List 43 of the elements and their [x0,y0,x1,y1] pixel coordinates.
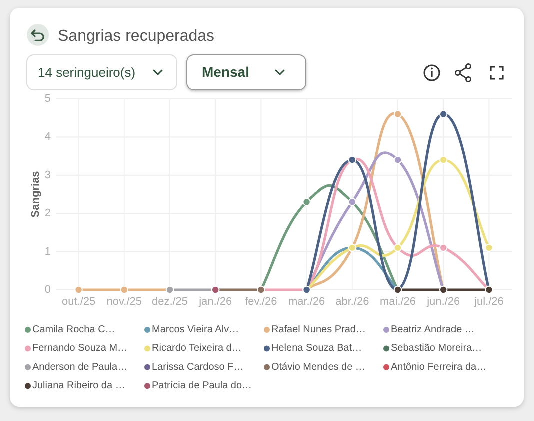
x-tick-label: mai./26 [380,296,416,308]
x-tick-label: fev./26 [245,296,278,308]
y-tick-label: 1 [44,246,51,258]
text: 14 seringueiro(s) [38,65,136,80]
legend-label: Juliana Ribeiro da … [32,380,126,392]
legend-label: Fernando Souza M… [32,343,128,354]
x-tick-label: abr./26 [336,296,370,308]
legend-label: Anderson de Paula… [32,362,128,373]
y-tick-label: 5 [44,93,51,105]
legend-label: Ricardo Teixeira d… [152,343,242,354]
legend-label: Marcos Vieira Alv… [152,324,240,336]
point [394,110,402,118]
chart-title: Sangrias recuperadas [58,28,215,45]
x-tick-label: out./25 [62,296,96,308]
legend-label: Antônio Ferreira da… [391,362,487,373]
x-tick-label: nov./25 [106,296,142,308]
point [440,110,448,118]
legend-label: Larissa Cardoso F… [152,362,244,373]
y-tick-label: 2 [44,208,51,220]
point [440,156,448,164]
y-tick-label: 4 [44,131,51,144]
point [440,244,448,252]
legend-label: Helena Souza Bat… [272,343,362,354]
legend-label: Rafael Nunes Prad… [272,324,366,336]
point [485,244,494,252]
text: Mensal [202,64,250,80]
point [302,198,311,206]
x-tick-label: jul./26 [474,296,504,308]
y-tick-label: 0 [44,284,51,296]
legend-label: Camila Rocha C… [32,324,116,336]
legend-label: Sebastião Moreira… [391,343,482,354]
legend-label: Patrícia de Paula do… [152,380,252,392]
x-tick-label: jun./26 [426,296,460,308]
legend-label: Beatriz Andrade … [391,324,475,336]
x-tick-label: mar./26 [288,296,326,308]
point [394,156,402,164]
legend-label: Otávio Mendes de … [272,362,366,373]
y-tick-label: 3 [44,169,51,182]
x-tick-label: dez./25 [152,296,188,308]
x-tick-label: jan./26 [198,296,232,308]
point [120,286,128,294]
y-axis-title: Sangrias [30,171,42,218]
point [74,286,83,294]
